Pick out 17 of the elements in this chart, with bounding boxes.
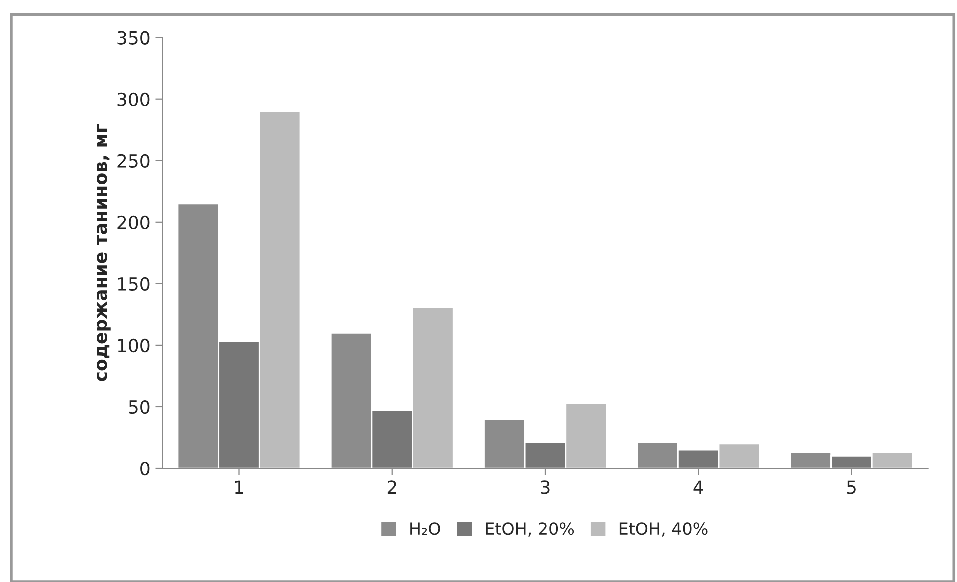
y-tick-label: 200 bbox=[118, 216, 150, 230]
x-tick-label: 4 bbox=[694, 480, 704, 494]
legend-label: EtOH, 20% bbox=[486, 522, 574, 537]
x-tick-label: 1 bbox=[235, 480, 244, 494]
y-tick-label: 350 bbox=[118, 31, 150, 45]
y-tick-label: 250 bbox=[118, 154, 150, 168]
x-tick-label: 5 bbox=[847, 480, 856, 494]
y-tick-label: 50 bbox=[129, 400, 150, 414]
y-tick-label: 150 bbox=[118, 277, 150, 292]
x-tick-label: 3 bbox=[541, 480, 550, 494]
legend-label: H₂O bbox=[410, 522, 440, 536]
y-tick-label: 100 bbox=[118, 338, 150, 353]
y-axis-title: содержание танинов, мг bbox=[97, 124, 111, 382]
y-tick-label: 0 bbox=[140, 462, 150, 476]
x-tick-label: 2 bbox=[388, 480, 396, 494]
legend-label: EtOH, 40% bbox=[620, 522, 708, 537]
y-tick-label: 300 bbox=[118, 92, 150, 106]
